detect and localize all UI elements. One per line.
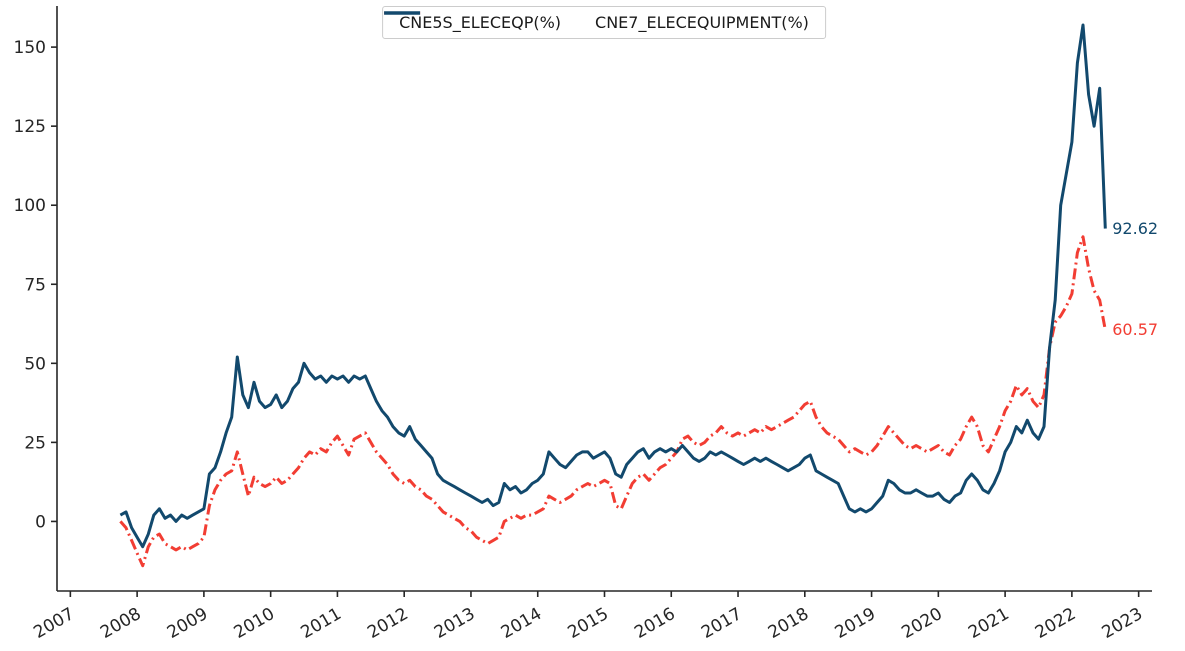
legend-line-sample-solid-icon [384,11,421,15]
x-tick-label: 2008 [97,604,144,643]
x-tick-label: 2020 [898,604,945,643]
series-end-value-cne5s: 60.57 [1112,319,1159,339]
y-tick-label: 75 [24,275,46,295]
x-tick-label: 2011 [297,604,344,643]
x-tick-label: 2023 [1099,604,1146,643]
x-tick-label: 2013 [431,604,478,643]
y-tick-label: 100 [14,196,46,216]
series-end-value-cne7: 92.62 [1112,218,1159,238]
legend-label-cne7: CNE7_ELECEQUIPMENT(%) [595,13,809,32]
x-tick-label: 2019 [832,604,879,643]
x-tick-label: 2012 [364,604,411,643]
x-tick-label: 2010 [231,604,278,643]
series-line-cne5s [119,235,1107,568]
x-tick-label: 2015 [565,604,612,643]
x-tick-label: 2016 [631,604,678,643]
x-tick-label: 2022 [1032,604,1079,643]
x-tick-label: 2018 [765,604,812,643]
y-tick-label: 150 [14,38,46,58]
y-tick-label: 0 [35,512,46,532]
legend-label-cne5s: CNE5S_ELECEQP(%) [399,13,562,32]
x-tick-label: 2009 [164,604,211,643]
y-tick-label: 125 [14,117,46,137]
x-tick-label: 2017 [698,604,745,643]
legend-entry-cne5s[interactable]: CNE5S_ELECEQP(%) [384,11,562,32]
x-tick-label: 2014 [498,604,545,643]
series-line-cne7 [119,23,1107,549]
y-tick-label: 25 [24,433,46,453]
y-tick-label: 50 [24,354,46,374]
x-tick-label: 2007 [30,604,77,643]
legend-entry-cne7[interactable]: CNE7_ELECEQUIPMENT(%) [384,11,809,32]
x-tick-label: 2021 [965,604,1012,643]
legend[interactable]: CNE5S_ELECEQP(%) CNE7_ELECEQUIPMENT(%) [382,6,826,39]
